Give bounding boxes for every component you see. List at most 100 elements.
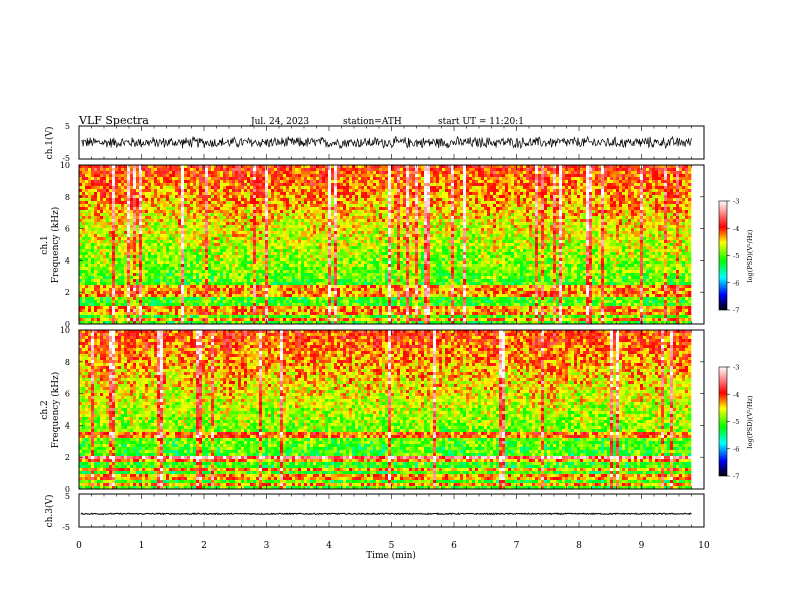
- ch1-spectrogram-cell: [142, 207, 146, 211]
- ch1-spectrogram-cell: [142, 240, 146, 244]
- ch1-spectrogram-cell: [244, 186, 248, 190]
- ch1-spectrogram-cell: [94, 267, 98, 271]
- ch1-spectrogram-cell: [346, 264, 350, 268]
- ch1-spectrogram-cell: [286, 216, 290, 220]
- ch1-spectrogram-cell: [79, 213, 83, 217]
- ch1-spectrogram-cell: [106, 318, 110, 322]
- ch1-spectrogram-cell: [175, 237, 179, 241]
- ch1-spectrogram-cell: [88, 309, 92, 313]
- ch1-spectrogram-cell: [271, 282, 275, 286]
- ch1-spectrogram-cell: [235, 237, 239, 241]
- ch1-spectrogram-cell: [100, 207, 104, 211]
- ch1-spectrogram-cell: [319, 198, 323, 202]
- ch1-spectrogram-cell: [319, 183, 323, 187]
- ch1-spectrogram-cell: [214, 183, 218, 187]
- ch1-spectrogram-cell: [253, 261, 257, 265]
- ch1-spectrogram-cell: [211, 273, 215, 277]
- ch1-spectrogram-cell: [277, 207, 281, 211]
- ch1-spectrogram-cell: [238, 321, 242, 325]
- ch1-spectrogram-cell: [295, 174, 299, 178]
- ch1-spectrogram-cell: [286, 177, 290, 181]
- ch1-spectrogram-cell: [115, 309, 119, 313]
- ch1-spectrogram-cell: [139, 252, 143, 256]
- ch1-spectrogram-cell: [253, 249, 257, 253]
- ch1-spectrogram-cell: [202, 261, 206, 265]
- ch1-spectrogram-cell: [139, 264, 143, 268]
- ch1-spectrogram-cell: [145, 180, 149, 184]
- ch1-spectrogram-cell: [184, 189, 188, 193]
- ch1-spectrogram-cell: [187, 249, 191, 253]
- ch1-spectrogram-cell: [250, 228, 254, 232]
- ch1-spectrogram-cell: [184, 297, 188, 301]
- ch1-spectrogram-cell: [340, 186, 344, 190]
- ch1-spectrogram-cell: [298, 207, 302, 211]
- ch1-spectrogram-cell: [289, 267, 293, 271]
- ch1-spectrogram-cell: [280, 228, 284, 232]
- ch1-spectrogram-cell: [124, 321, 128, 325]
- ch1-spectrogram-cell: [346, 270, 350, 274]
- ch1-spectrogram-cell: [151, 186, 155, 190]
- ch1-spectrogram-cell: [286, 315, 290, 319]
- ch1-spectrogram-cell: [184, 267, 188, 271]
- ch1-spectrogram-cell: [298, 252, 302, 256]
- ch1-spectrogram-cell: [208, 165, 212, 169]
- ch1-spectrogram-cell: [205, 288, 209, 292]
- ch1-spectrogram-cell: [211, 255, 215, 259]
- ch1-spectrogram-cell: [352, 171, 356, 175]
- ch1-spectrogram-cell: [301, 243, 305, 247]
- ch1-spectrogram-cell: [235, 261, 239, 265]
- ch1-spectrogram-cell: [256, 192, 260, 196]
- ch1-spectrogram-cell: [220, 195, 224, 199]
- ch1-spectrogram-cell: [220, 237, 224, 241]
- ch1-spectrogram-cell: [295, 240, 299, 244]
- ch1-spectrogram-cell: [94, 189, 98, 193]
- ch1-spectrogram-cell: [253, 309, 257, 313]
- ch1-spectrogram-cell: [235, 231, 239, 235]
- ch1-spectrogram-cell: [286, 234, 290, 238]
- ch1-spectrogram-cell: [313, 225, 317, 229]
- ch1-spectrogram-cell: [187, 279, 191, 283]
- ch1-spectrogram-cell: [286, 276, 290, 280]
- ch1-spectrogram-cell: [172, 291, 176, 295]
- ch1-spectrogram-cell: [79, 180, 83, 184]
- ch1-spectrogram-cell: [118, 243, 122, 247]
- ch1-spectrogram-cell: [352, 225, 356, 229]
- ch1-spectrogram-cell: [310, 216, 314, 220]
- ch1-spectrogram-cell: [172, 168, 176, 172]
- ch1-spectrogram-cell: [313, 201, 317, 205]
- ch1-spectrogram-cell: [169, 294, 173, 298]
- ch1-spectrogram-cell: [274, 303, 278, 307]
- ch1-spectrogram-cell: [187, 237, 191, 241]
- ch1-spectrogram-cell: [259, 321, 263, 325]
- ch1-spectrogram-cell: [124, 288, 128, 292]
- ch1-spectrogram-cell: [115, 300, 119, 304]
- ch1-spectrogram-cell: [109, 168, 113, 172]
- ch1-spectrogram-cell: [142, 276, 146, 280]
- ch1-spectrogram-cell: [109, 309, 113, 313]
- ch1-spectrogram-cell: [175, 276, 179, 280]
- ch1-spectrogram-cell: [172, 186, 176, 190]
- ch1-spectrogram-cell: [241, 315, 245, 319]
- ch1-spectrogram-cell: [82, 174, 86, 178]
- ch1-spectrogram-cell: [310, 204, 314, 208]
- ch1-spectrogram-cell: [241, 291, 245, 295]
- ch1-spectrogram-cell: [262, 204, 266, 208]
- ch1-spectrogram-image: [79, 165, 692, 325]
- ch1-spectrogram-cell: [253, 165, 257, 169]
- ch1-spectrogram-cell: [352, 249, 356, 253]
- ch1-spectrogram-cell: [208, 282, 212, 286]
- ch1-spectrogram-cell: [100, 309, 104, 313]
- ch1-spectrogram-cell: [301, 222, 305, 226]
- ch1-spectrogram-cell: [103, 312, 107, 316]
- ch1-spectrogram-cell: [331, 186, 335, 190]
- ch1-spectrogram-cell: [307, 222, 311, 226]
- ch1-spectrogram-cell: [145, 183, 149, 187]
- ch1-spectrogram-cell: [172, 165, 176, 169]
- ch1-spectrogram-cell: [169, 222, 173, 226]
- ch1-spectrogram-cell: [148, 231, 152, 235]
- ch1-spectrogram-cell: [88, 285, 92, 289]
- ch1-spectrogram-cell: [187, 198, 191, 202]
- ch1-spectrogram-cell: [157, 264, 161, 268]
- ch1-spectrogram-cell: [136, 174, 140, 178]
- ch1-spectrogram-cell: [196, 231, 200, 235]
